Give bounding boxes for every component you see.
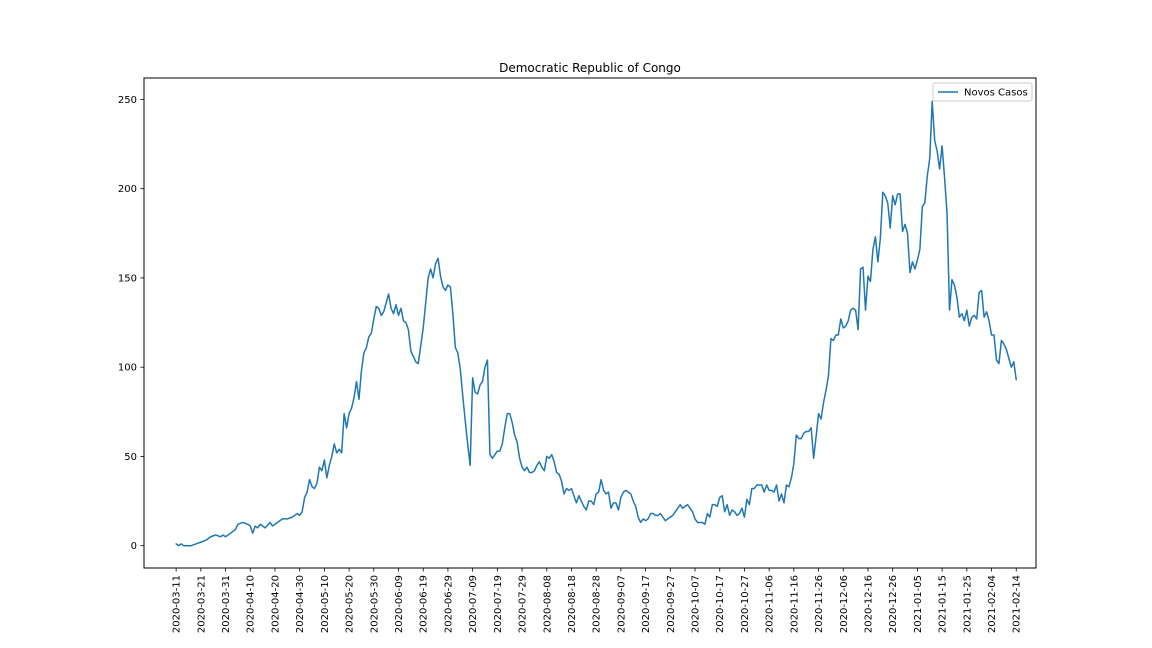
- legend-label: Novos Casos: [964, 88, 1028, 99]
- x-tick-label: 2020-07-19: [493, 575, 504, 633]
- x-tick-label: 2020-07-09: [468, 575, 479, 633]
- series-line: [175, 100, 1017, 547]
- y-tick-label: 50: [124, 452, 137, 463]
- x-tick-label: 2020-10-27: [740, 575, 751, 633]
- x-tick-label: 2020-09-27: [666, 575, 677, 633]
- legend: Novos Casos: [932, 82, 1033, 102]
- x-tick-label: 2020-10-17: [715, 575, 726, 633]
- x-tick-label: 2021-01-25: [962, 575, 973, 633]
- x-axis: 2020-03-11 2020-03-21 2020-03-31 2020-04-10…: [172, 568, 1023, 633]
- x-tick-label: 2020-05-30: [369, 575, 380, 633]
- x-tick-label: 2021-02-04: [987, 575, 998, 633]
- plot-area: [175, 100, 1017, 547]
- x-tick-label: 2020-03-21: [196, 575, 207, 633]
- x-tick-label: 2020-06-29: [443, 575, 454, 633]
- x-tick-label: 2020-05-10: [320, 575, 331, 633]
- y-tick-label: 150: [118, 273, 137, 284]
- x-tick-label: 2021-01-05: [913, 575, 924, 633]
- x-tick-label: 2020-12-16: [863, 575, 874, 633]
- y-axis: 0 50 100 150 200 250: [118, 95, 144, 552]
- x-tick-label: 2020-04-10: [246, 575, 257, 633]
- axes-frame: [143, 77, 1037, 569]
- x-tick-label: 2020-04-30: [295, 575, 306, 633]
- x-tick-label: 2020-12-06: [839, 575, 850, 633]
- x-tick-label: 2020-09-17: [641, 575, 652, 633]
- y-tick-label: 200: [118, 184, 137, 195]
- legend-box: [932, 82, 1033, 102]
- y-tick-label: 250: [118, 95, 137, 106]
- x-tick-label: 2020-06-19: [419, 575, 430, 633]
- x-tick-label: 2020-11-16: [789, 575, 800, 633]
- x-tick-label: 2020-11-26: [814, 575, 825, 633]
- x-tick-label: 2020-04-20: [270, 575, 281, 633]
- x-tick-label: 2020-09-07: [616, 575, 627, 633]
- x-tick-label: 2021-01-15: [938, 575, 949, 633]
- y-tick-label: 100: [118, 363, 137, 374]
- x-tick-label: 2020-08-08: [542, 575, 553, 633]
- x-tick-label: 2020-05-20: [345, 575, 356, 633]
- x-tick-label: 2020-03-11: [172, 575, 183, 633]
- x-tick-label: 2020-12-26: [888, 575, 899, 633]
- x-tick-label: 2020-08-28: [592, 575, 603, 633]
- x-tick-label: 2020-11-06: [765, 575, 776, 633]
- y-tick-label: 0: [131, 541, 137, 552]
- x-tick-label: 2021-02-14: [1012, 575, 1023, 633]
- x-tick-label: 2020-08-18: [567, 575, 578, 633]
- x-tick-label: 2020-03-31: [221, 575, 232, 633]
- x-tick-label: 2020-10-07: [691, 575, 702, 633]
- x-tick-label: 2020-06-09: [394, 575, 405, 633]
- chart-title: Democratic Republic of Congo: [499, 61, 681, 75]
- x-tick-label: 2020-07-29: [518, 575, 529, 633]
